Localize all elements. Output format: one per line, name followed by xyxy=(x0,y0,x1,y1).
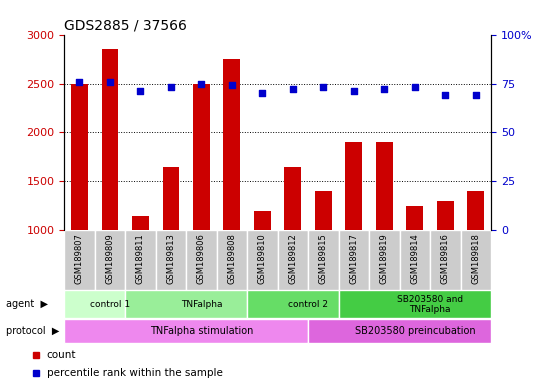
Bar xyxy=(95,230,125,290)
Bar xyxy=(308,319,491,343)
Text: SB203580 and
TNFalpha: SB203580 and TNFalpha xyxy=(397,295,463,314)
Point xyxy=(136,88,145,94)
Point xyxy=(288,86,297,93)
Text: GSM189812: GSM189812 xyxy=(288,233,297,284)
Bar xyxy=(278,230,308,290)
Bar xyxy=(437,201,454,230)
Text: count: count xyxy=(46,350,76,360)
Bar xyxy=(406,206,423,230)
Text: TNFalpha stimulation: TNFalpha stimulation xyxy=(150,326,253,336)
Point xyxy=(349,88,358,94)
Text: GDS2885 / 37566: GDS2885 / 37566 xyxy=(64,18,187,32)
Text: GSM189815: GSM189815 xyxy=(319,233,328,284)
Text: control 1: control 1 xyxy=(90,300,130,309)
Bar xyxy=(64,230,95,290)
Bar xyxy=(224,59,240,230)
Bar xyxy=(71,84,88,230)
Point xyxy=(410,84,419,91)
Bar xyxy=(468,191,484,230)
Text: SB203580 preincubation: SB203580 preincubation xyxy=(354,326,475,336)
Point xyxy=(75,78,84,84)
Point xyxy=(258,90,267,96)
Bar xyxy=(430,230,460,290)
Bar xyxy=(193,84,210,230)
Text: GSM189818: GSM189818 xyxy=(472,233,480,284)
Point xyxy=(441,92,450,98)
Text: percentile rank within the sample: percentile rank within the sample xyxy=(46,367,223,377)
Bar xyxy=(308,230,339,290)
Text: GSM189806: GSM189806 xyxy=(197,233,206,284)
Bar xyxy=(400,230,430,290)
Text: GSM189810: GSM189810 xyxy=(258,233,267,284)
Bar xyxy=(247,291,339,318)
Text: GSM189808: GSM189808 xyxy=(227,233,237,284)
Bar xyxy=(64,319,308,343)
Bar xyxy=(315,191,331,230)
Point xyxy=(105,78,114,84)
Point xyxy=(380,86,389,93)
Text: GSM189809: GSM189809 xyxy=(105,233,114,284)
Bar xyxy=(125,291,247,318)
Point xyxy=(319,84,328,91)
Bar xyxy=(339,230,369,290)
Bar xyxy=(254,211,271,230)
Text: protocol  ▶: protocol ▶ xyxy=(6,326,59,336)
Text: agent  ▶: agent ▶ xyxy=(6,299,47,310)
Bar xyxy=(186,230,217,290)
Text: GSM189819: GSM189819 xyxy=(380,233,389,284)
Bar xyxy=(460,230,491,290)
Bar xyxy=(247,230,277,290)
Text: control 2: control 2 xyxy=(288,300,328,309)
Bar xyxy=(345,142,362,230)
Point xyxy=(472,92,480,98)
Text: GSM189814: GSM189814 xyxy=(410,233,419,284)
Bar xyxy=(102,49,118,230)
Bar xyxy=(285,167,301,230)
Text: TNFalpha: TNFalpha xyxy=(181,300,222,309)
Point xyxy=(166,84,175,91)
Text: GSM189817: GSM189817 xyxy=(349,233,358,284)
Point xyxy=(197,81,206,87)
Bar xyxy=(162,167,179,230)
Point xyxy=(228,83,237,89)
Text: GSM189816: GSM189816 xyxy=(441,233,450,284)
Text: GSM189811: GSM189811 xyxy=(136,233,145,284)
Text: GSM189813: GSM189813 xyxy=(166,233,175,284)
Text: GSM189807: GSM189807 xyxy=(75,233,84,284)
Bar xyxy=(156,230,186,290)
Bar xyxy=(339,291,491,318)
Bar xyxy=(376,142,393,230)
Bar xyxy=(125,230,156,290)
Bar xyxy=(132,216,149,230)
Bar xyxy=(217,230,247,290)
Bar xyxy=(369,230,400,290)
Bar xyxy=(64,291,125,318)
